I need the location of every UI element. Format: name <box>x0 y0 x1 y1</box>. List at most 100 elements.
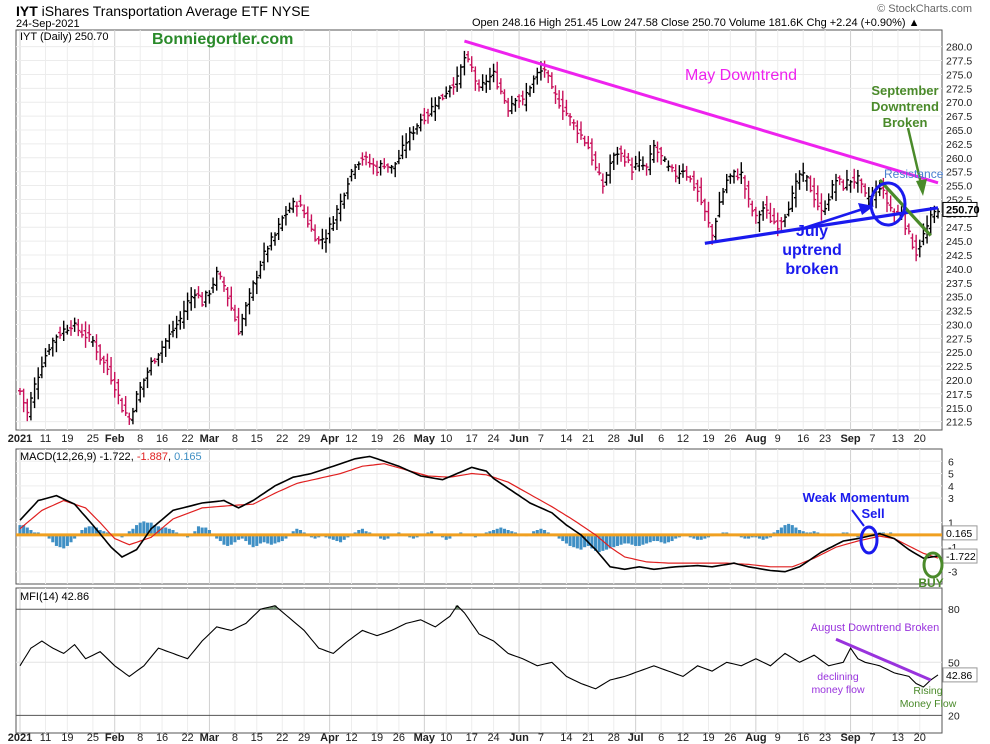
macd-histogram-bar <box>765 534 769 539</box>
x-tick-label: Jul <box>628 433 644 445</box>
macd-histogram-bar <box>291 531 295 535</box>
price-bar <box>746 180 751 208</box>
price-bar <box>400 135 405 160</box>
macd-histogram-bar <box>269 534 273 545</box>
price-bar <box>327 217 332 244</box>
price-bar <box>812 177 817 208</box>
macd-panel-frame <box>15 448 943 585</box>
macd-histogram-bar <box>339 534 343 543</box>
price-bar <box>192 289 197 309</box>
macd-histogram-bar <box>153 525 157 535</box>
price-bar <box>316 236 321 245</box>
macd-histogram-bar <box>794 527 798 535</box>
macd-histogram-bar <box>207 530 211 535</box>
x-tick-label-bottom: 13 <box>892 732 904 744</box>
x-tick-label: 14 <box>560 433 572 445</box>
x-tick-label: Sep <box>840 433 860 445</box>
price-bar <box>138 381 143 403</box>
x-tick-label-bottom: 21 <box>582 732 594 744</box>
price-y-tick: 275.0 <box>946 69 972 81</box>
price-y-tick: 277.5 <box>946 56 972 68</box>
buy-circle <box>922 551 944 579</box>
price-bar <box>393 162 398 178</box>
price-bar <box>877 180 882 197</box>
symbol: IYT <box>16 3 38 19</box>
price-bar <box>480 74 485 91</box>
price-bar <box>364 151 369 166</box>
macd-histogram-bar <box>58 534 62 548</box>
price-bar <box>141 378 146 398</box>
july-arrow <box>797 206 867 232</box>
x-tick-label: 13 <box>892 433 904 445</box>
price-bar <box>338 193 343 222</box>
price-bar <box>232 304 237 322</box>
chart-date: 24-Sep-2021 <box>16 18 80 30</box>
macd-histogram-bar <box>572 534 576 548</box>
macd-histogram-bar <box>659 534 663 543</box>
x-tick-label: 23 <box>819 433 831 445</box>
price-bar <box>531 75 536 94</box>
x-tick-label-bottom: 12 <box>345 732 357 744</box>
price-bar <box>251 280 256 301</box>
macd-histogram-bar <box>564 534 568 544</box>
last-value: 250.70 <box>946 204 980 216</box>
price-bar <box>396 149 401 165</box>
price-bar <box>917 239 922 258</box>
price-bar <box>429 97 434 117</box>
macd-histogram-bar <box>499 527 503 535</box>
price-y-tick: 235.0 <box>946 292 972 304</box>
x-tick-label-bottom: Apr <box>320 732 340 744</box>
price-bar <box>524 82 529 112</box>
macd-histogram-bar <box>692 534 696 539</box>
price-bar <box>94 334 99 361</box>
x-tick-label-bottom: Feb <box>105 732 125 744</box>
price-bar <box>418 113 423 132</box>
exchange: NYSE <box>271 3 310 19</box>
macd-histogram-bar <box>557 534 561 539</box>
price-bar <box>593 151 598 171</box>
macd-histogram-bar <box>135 525 139 535</box>
macd-histogram-bar <box>69 534 73 543</box>
macd-histogram-bar <box>295 528 299 535</box>
macd-y-tick: 5 <box>948 469 954 481</box>
macd-histogram-bar <box>612 534 616 548</box>
price-y-tick: 280.0 <box>946 42 972 54</box>
x-tick-label-bottom: 28 <box>608 732 620 744</box>
price-bar <box>185 292 190 321</box>
price-bar <box>123 396 128 416</box>
source-credit: © StockCharts.com <box>877 3 972 15</box>
macd-value-box <box>942 548 978 564</box>
macd-histogram-bar <box>357 530 361 535</box>
macd-histogram-bar <box>575 534 579 549</box>
x-tick-label-bottom: 29 <box>298 732 310 744</box>
price-bar <box>411 126 416 141</box>
macd-histogram-bar <box>102 531 106 535</box>
sell-circle <box>859 525 879 555</box>
price-bar <box>426 108 430 124</box>
price-bar <box>320 228 325 250</box>
macd-legend-part: , <box>168 451 174 463</box>
price-y-tick: 255.0 <box>946 181 972 193</box>
price-bar <box>571 119 576 131</box>
macd-histogram-bar <box>747 534 751 539</box>
price-bar <box>640 156 645 171</box>
price-bar <box>203 290 208 308</box>
price-bar <box>866 187 871 207</box>
price-bar <box>382 158 387 170</box>
macd-histogram-bar <box>171 530 175 535</box>
macd-histogram-bar <box>666 534 670 543</box>
price-bar <box>779 217 784 232</box>
price-bar <box>302 204 307 219</box>
x-tick-label: 8 <box>137 433 143 445</box>
price-bar <box>345 177 350 200</box>
september-label-0: September <box>871 83 938 98</box>
price-bar <box>152 357 157 364</box>
macd-histogram-bar <box>277 534 281 543</box>
macd-histogram-bar <box>568 534 572 546</box>
price-y-tick: 245.0 <box>946 236 972 248</box>
price-bar <box>797 170 802 190</box>
price-y-tick: 215.0 <box>946 403 972 415</box>
x-tick-label: 21 <box>582 433 594 445</box>
hist-value: 0.165 <box>946 528 972 540</box>
macd-histogram-bar <box>313 534 317 539</box>
